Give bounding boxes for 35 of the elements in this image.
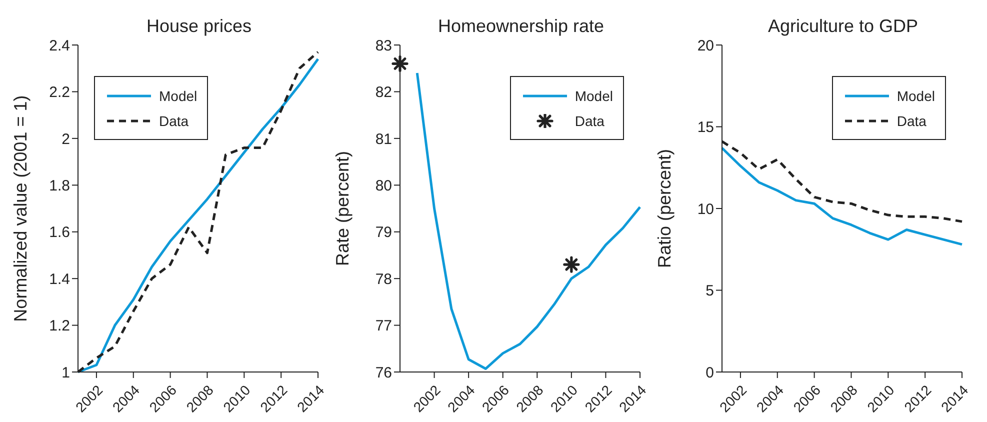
chart-title: House prices (145, 16, 253, 37)
y-tick-label: 77 (375, 318, 392, 335)
y-tick-label: 5 (706, 282, 714, 300)
y-tick-label: 76 (375, 364, 392, 382)
chart-title: Homeownership rate (436, 16, 606, 37)
y-tick-label: 15 (697, 119, 714, 136)
y-axis-title: Normalized value (2001 = 1) (10, 95, 30, 322)
y-tick-label: 1.4 (49, 270, 70, 288)
y-tick-label: 82 (375, 84, 392, 102)
y-tick-label: 0 (706, 364, 714, 382)
legend-label: Data (574, 112, 604, 128)
y-tick-label: 80 (375, 177, 392, 194)
y-tick-label: 10 (697, 200, 714, 218)
line-series (720, 146, 964, 246)
y-tick-label: 1.2 (49, 318, 70, 335)
y-tick-label: 79 (375, 224, 392, 242)
y-tick-label: 20 (697, 37, 714, 54)
y-tick-label: 1.8 (49, 177, 70, 194)
y-tick-label: 2 (62, 130, 70, 148)
y-axis-title: Ratio (percent) (654, 148, 674, 268)
line-series (416, 72, 642, 370)
y-tick-label: 1.6 (49, 224, 70, 242)
y-tick-label: 1 (62, 364, 70, 382)
y-tick-label: 81 (375, 130, 392, 148)
y-tick-label: 2.4 (49, 37, 70, 54)
y-tick-label: 2.2 (49, 84, 70, 102)
y-axis-title: Rate (percent) (332, 150, 352, 266)
y-tick-label: 78 (375, 270, 392, 288)
legend-label: Data (159, 112, 189, 128)
legend-label: Model (896, 88, 935, 104)
legend-label: Model (159, 88, 198, 104)
legend-label: Data (896, 112, 926, 128)
y-tick-label: 83 (375, 37, 392, 54)
chart-title: Agriculture to GDP (766, 16, 920, 37)
legend-label: Model (574, 88, 613, 104)
